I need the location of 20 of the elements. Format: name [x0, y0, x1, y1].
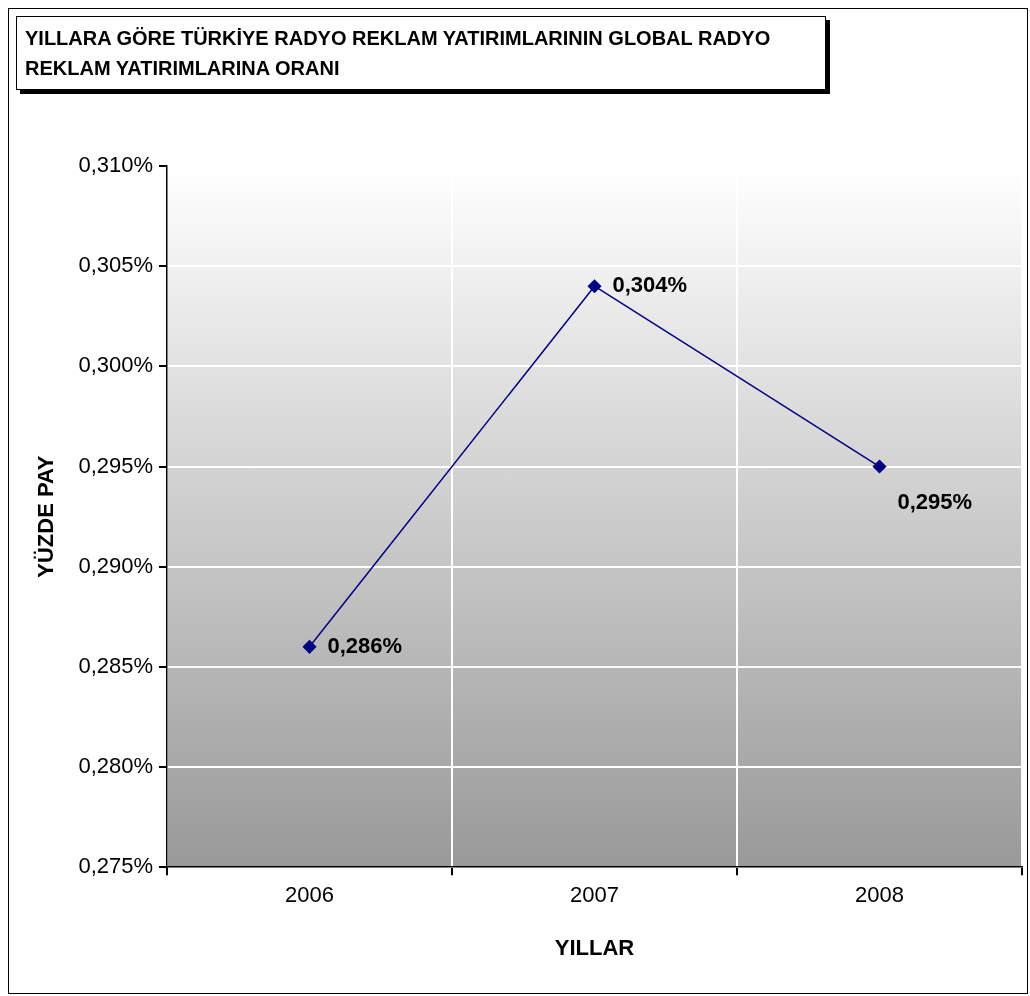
x-tick-label: 2006	[285, 882, 334, 908]
x-tick-label: 2007	[570, 882, 619, 908]
y-tick-label: 0,290%	[78, 552, 154, 578]
y-tick-label: 0,285%	[78, 652, 154, 678]
chart-title: YILLARA GÖRE TÜRKİYE RADYO REKLAM YATIRIMLARININ GLOBAL RADYO REKLAM YATIRIMLARINA ORANI	[16, 16, 826, 90]
x-axis-title: YILLAR	[554, 934, 635, 960]
y-tick-label: 0,295%	[78, 452, 154, 478]
y-tick-label: 0,275%	[78, 853, 154, 879]
x-tick-label: 2008	[855, 882, 904, 908]
point	[587, 279, 602, 293]
y-tick-label: 0,300%	[78, 352, 154, 378]
y-tick-label: 0,280%	[78, 753, 154, 779]
y-axis-title: YÜZDE PAY	[33, 455, 59, 578]
y-tick-label: 0,305%	[78, 252, 154, 278]
point	[302, 640, 317, 654]
data-label: 0,286%	[327, 632, 403, 658]
data-label: 0,295%	[897, 488, 973, 514]
point	[872, 459, 887, 474]
y-tick-label: 0,310%	[78, 152, 154, 178]
data-label: 0,304%	[612, 272, 688, 298]
